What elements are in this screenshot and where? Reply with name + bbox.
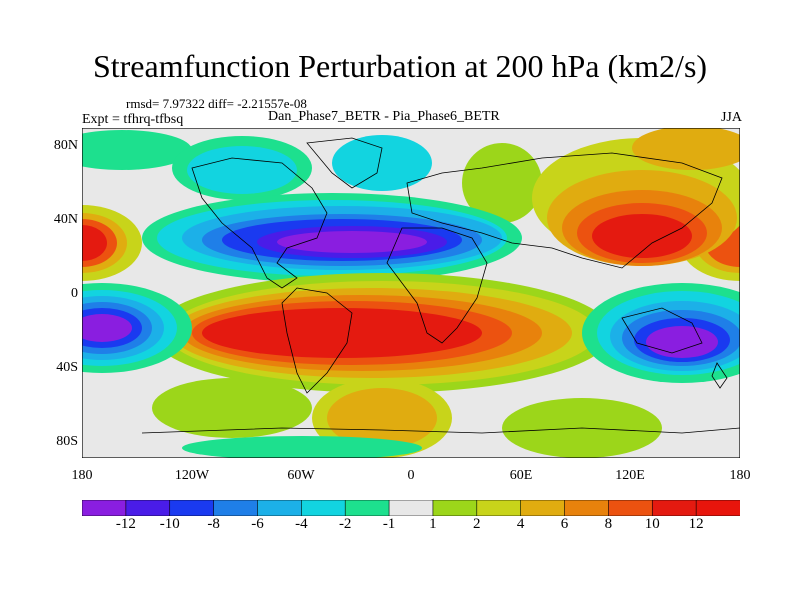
colorbar-swatch bbox=[213, 500, 259, 516]
colorbar-tick-label: 2 bbox=[473, 516, 481, 532]
colorbar-swatch bbox=[476, 500, 522, 516]
colorbar-swatch bbox=[82, 500, 127, 516]
colorbar-tick-label: -12 bbox=[115, 516, 136, 532]
colorbar-swatch bbox=[388, 500, 434, 516]
colorbar-swatch bbox=[125, 500, 171, 516]
colorbar bbox=[82, 500, 740, 516]
lat-label-40n: 40N bbox=[53, 212, 78, 227]
colorbar-swatch bbox=[651, 500, 697, 516]
colorbar-tick-label: -4 bbox=[295, 516, 308, 532]
colorbar-tick-label: -1 bbox=[382, 516, 396, 532]
colorbar-tick-label: 12 bbox=[688, 516, 704, 532]
colorbar-swatch bbox=[520, 500, 566, 516]
lat-label-80n: 80N bbox=[53, 138, 78, 153]
colorbar-swatch bbox=[432, 500, 478, 516]
map-plot bbox=[82, 128, 740, 458]
colorbar-tick-label: 10 bbox=[644, 516, 660, 532]
lon-label-60e: 60E bbox=[509, 468, 533, 483]
lon-label-0: 0 bbox=[407, 468, 415, 483]
lon-label-120e: 120E bbox=[615, 468, 645, 483]
colorbar-tick-label: -10 bbox=[159, 516, 180, 532]
lon-label-60w: 60W bbox=[287, 468, 315, 483]
colorbar-tick-label: 8 bbox=[604, 516, 613, 532]
contour-fill bbox=[82, 128, 740, 458]
colorbar-swatch bbox=[695, 500, 740, 516]
comparison-label: Dan_Phase7_BETR - Pia_Phase6_BETR bbox=[268, 109, 500, 124]
lat-label-eq: 0 bbox=[71, 286, 78, 301]
colorbar-swatch bbox=[257, 500, 303, 516]
lon-label-180w: 180 bbox=[71, 468, 93, 483]
lon-label-120w: 120W bbox=[174, 468, 210, 483]
lon-label-180e: 180 bbox=[729, 468, 751, 483]
stats-line: rmsd= 7.97322 diff= -2.21557e-08 bbox=[126, 96, 307, 111]
coastlines bbox=[141, 137, 740, 434]
colorbar-tick-label: -2 bbox=[338, 516, 352, 532]
colorbar-swatch bbox=[608, 500, 654, 516]
experiment-label: Expt = tfhrq-tfbsq bbox=[82, 112, 184, 127]
lat-label-40s: 40S bbox=[56, 360, 78, 375]
colorbar-swatch bbox=[169, 500, 215, 516]
colorbar-tick-label: -6 bbox=[251, 516, 264, 532]
lat-label-80s: 80S bbox=[56, 434, 78, 449]
colorbar-tick-label: 4 bbox=[516, 516, 525, 532]
colorbar-swatch bbox=[564, 500, 610, 516]
colorbar-tick-label: 1 bbox=[429, 516, 437, 532]
colorbar-swatch bbox=[301, 500, 347, 516]
season-label: JJA bbox=[720, 110, 742, 125]
map-title: Streamfunction Perturbation at 200 hPa (… bbox=[92, 48, 708, 84]
colorbar-tick-label: -8 bbox=[207, 516, 220, 532]
colorbar-tick-label: 6 bbox=[560, 516, 569, 532]
colorbar-swatch bbox=[344, 500, 390, 516]
